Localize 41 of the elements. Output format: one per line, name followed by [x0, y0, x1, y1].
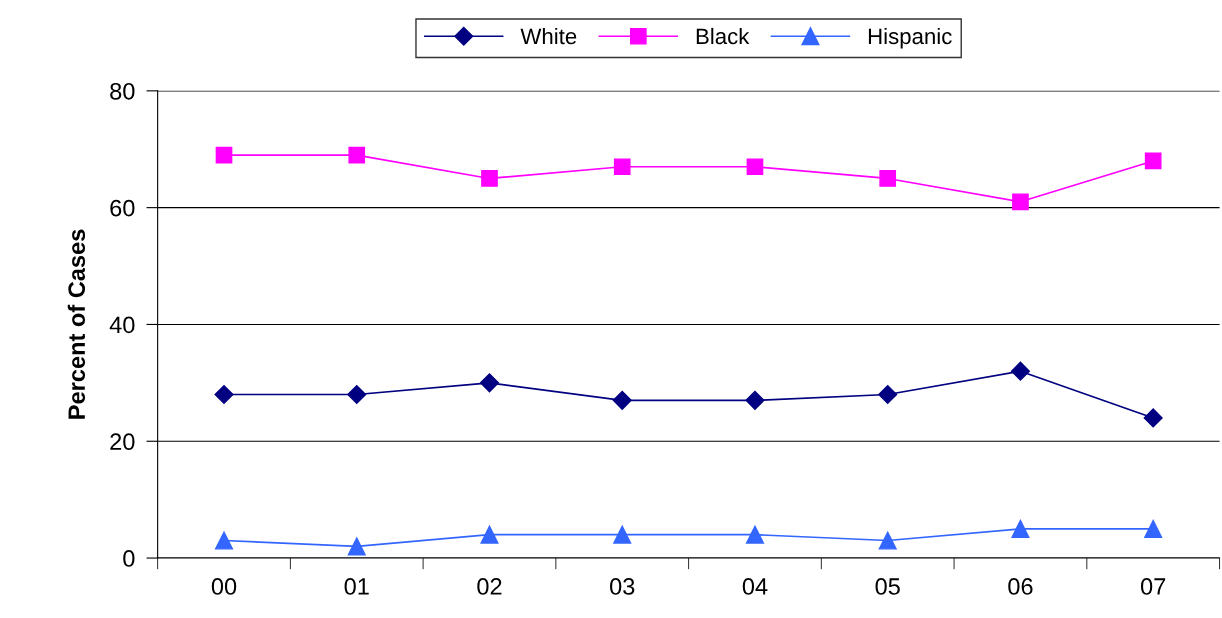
point: [481, 170, 498, 187]
point: [214, 384, 234, 405]
point: [347, 537, 366, 556]
y-tick-label: 60: [110, 199, 135, 217]
point: [879, 170, 897, 187]
x-tick-label: 06: [1008, 578, 1033, 595]
point: [1010, 361, 1030, 381]
point: [1011, 519, 1030, 538]
point: [745, 390, 765, 410]
y-tick-label: 40: [109, 316, 135, 334]
point: [480, 525, 499, 544]
point: [612, 390, 632, 410]
legend-label: Black: [696, 27, 750, 45]
point: [214, 531, 234, 550]
x-tick-label: 07: [1140, 578, 1166, 595]
point: [215, 146, 233, 164]
y-tick-label: 80: [110, 82, 135, 100]
y-tick-label: 0: [123, 550, 135, 567]
legend-label: Hispanic: [868, 27, 952, 49]
point: [347, 384, 367, 405]
point: [1144, 519, 1163, 538]
x-tick-label: 02: [477, 578, 502, 595]
x-tick-label: 01: [344, 578, 369, 595]
x-tick-label: 04: [742, 578, 768, 595]
point: [878, 531, 897, 550]
y-tick-label: 20: [110, 433, 135, 451]
point: [878, 384, 898, 405]
point: [479, 373, 500, 393]
x-tick-label: 00: [211, 578, 237, 595]
point: [1143, 408, 1163, 428]
point: [746, 158, 764, 176]
y-axis-title: Percent of Cases: [67, 229, 86, 419]
point: [613, 525, 632, 544]
x-tick-label: 05: [875, 578, 900, 595]
point: [1012, 193, 1029, 211]
point: [745, 525, 764, 544]
point: [348, 146, 366, 164]
legend-label: White: [520, 27, 577, 45]
point: [1144, 152, 1162, 170]
point: [613, 158, 631, 176]
x-tick-label: 03: [610, 578, 635, 595]
